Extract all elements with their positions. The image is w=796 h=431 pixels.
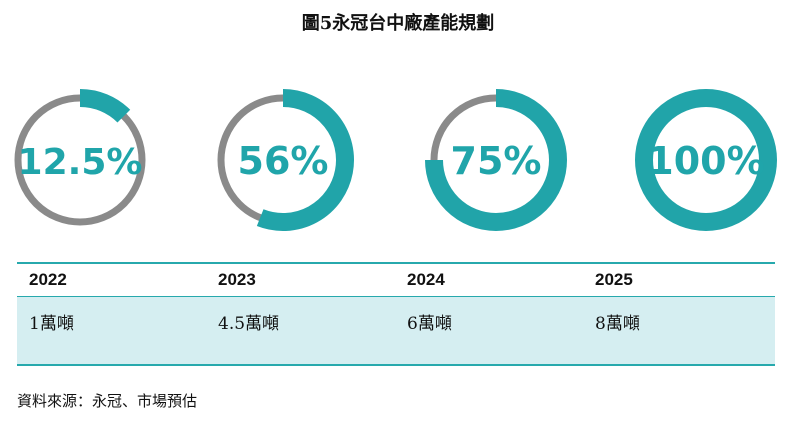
- ring-filled-0: [79, 89, 131, 123]
- chart-title: 圖5永冠台中廠產能規劃: [301, 13, 495, 34]
- capacity-2022: 1萬噸: [29, 314, 74, 334]
- ring-filled-3: [635, 89, 777, 231]
- source-note: 資料來源：永冠、市場預估: [17, 392, 198, 410]
- table-header-rule: [17, 296, 775, 297]
- capacity-2023: 4.5萬噸: [218, 314, 280, 334]
- capacity-2024: 6萬噸: [407, 314, 452, 334]
- ring-label-3: 100%: [647, 139, 764, 183]
- ring-label-0: 12.5%: [18, 142, 143, 183]
- year-2022: 2022: [29, 270, 67, 289]
- table-body: [17, 297, 775, 364]
- ring-label-2: 75%: [451, 139, 542, 183]
- year-2023: 2023: [218, 270, 256, 289]
- donut-charts: 12.5% 56% 75% 100%: [14, 89, 777, 231]
- ring-filled-1: [256, 89, 354, 231]
- capacity-table: 2022 2023 2024 2025 1萬噸 4.5萬噸 6萬噸 8萬噸: [17, 262, 775, 366]
- table-top-rule: [17, 262, 775, 264]
- year-2025: 2025: [595, 270, 633, 289]
- ring-label-1: 56%: [238, 139, 329, 183]
- ring-filled-2: [425, 89, 567, 231]
- capacity-2025: 8萬噸: [595, 314, 640, 334]
- table-bottom-rule: [17, 364, 775, 366]
- year-2024: 2024: [407, 270, 445, 289]
